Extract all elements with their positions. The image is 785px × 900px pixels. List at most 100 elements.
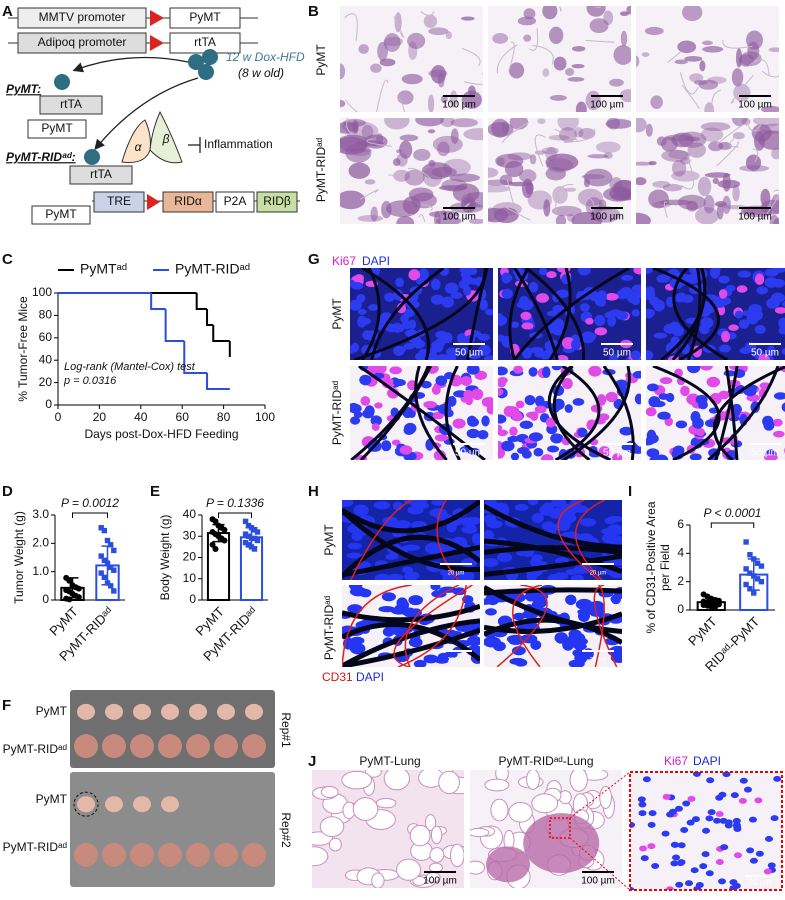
nucleus — [483, 355, 493, 360]
tissue-line — [722, 39, 753, 49]
tissue-blob — [572, 45, 586, 52]
gene-label: P2A — [224, 194, 247, 208]
nucleus — [733, 852, 742, 859]
nucleus — [434, 338, 446, 348]
nucleus — [432, 411, 444, 420]
nucleus — [718, 289, 728, 299]
survival-step — [212, 325, 230, 343]
tissue-blob — [700, 122, 731, 132]
nucleus — [754, 324, 766, 335]
data-point — [101, 574, 108, 581]
nucleus — [346, 552, 363, 559]
tissue-line — [504, 206, 531, 221]
tissue-blob — [393, 169, 411, 182]
tissue-blob — [523, 34, 532, 42]
beta-label: β — [162, 132, 170, 146]
nucleus — [521, 347, 533, 359]
tissue-line — [681, 84, 700, 110]
promoter-box — [17, 7, 147, 29]
tissue-blob — [603, 152, 613, 159]
scale-bar-label: 100 µm — [590, 212, 624, 223]
nucleus — [571, 641, 584, 649]
nucleus — [431, 385, 441, 395]
tissue-blob — [392, 158, 401, 166]
tissue-blob — [644, 26, 664, 36]
protein-box — [39, 95, 103, 115]
nucleus — [577, 610, 590, 622]
nucleus — [642, 776, 651, 783]
micrograph: 20 µm — [484, 500, 622, 580]
data-point — [212, 518, 219, 525]
nucleus — [529, 346, 544, 354]
nucleus — [350, 416, 361, 425]
nucleus — [619, 426, 634, 436]
tissue-line — [748, 59, 770, 77]
micrograph: 50 µm — [498, 366, 641, 460]
data-point — [75, 585, 82, 592]
data-point — [743, 581, 749, 588]
nucleus — [456, 332, 468, 345]
stroma — [353, 268, 487, 360]
nucleus — [646, 268, 653, 274]
p-value: P = 0.1336 — [206, 496, 264, 510]
nucleus — [441, 296, 454, 308]
nucleus — [519, 420, 534, 429]
nucleus — [682, 800, 691, 807]
stroma — [342, 508, 480, 573]
tissue-line — [393, 16, 404, 38]
alveolus — [312, 846, 329, 867]
survival-step — [164, 309, 185, 343]
nucleus — [342, 500, 349, 508]
tissue-blob — [603, 10, 614, 26]
nucleus — [730, 792, 739, 799]
tissue-line — [501, 122, 530, 144]
micrograph: 50 µm — [646, 366, 785, 460]
nucleus — [718, 275, 730, 284]
nucleus — [738, 797, 747, 804]
vessel — [436, 500, 459, 580]
alveolus — [429, 847, 445, 863]
x-tick-label: 20 — [93, 410, 107, 424]
alveolus — [319, 816, 345, 837]
row-label: PyMT-RIDᵃᵈ — [314, 137, 328, 202]
tissue-blob — [491, 118, 510, 138]
nucleus — [647, 843, 656, 850]
tissue-line — [716, 123, 747, 145]
nucleus — [401, 566, 414, 574]
nucleus — [739, 777, 748, 784]
tissue-blob — [350, 148, 370, 157]
micrograph: 100 µm — [340, 6, 483, 112]
tissue-line — [508, 41, 515, 72]
tissue-blob — [548, 26, 564, 44]
tissue-line — [585, 39, 615, 43]
tissue-blob — [488, 207, 509, 223]
nucleus — [594, 314, 606, 327]
tissue-blob — [739, 51, 762, 67]
micrograph: 100 µm — [470, 770, 622, 888]
survival-step — [206, 372, 230, 390]
row-label: PyMT — [322, 524, 336, 556]
alveolus — [409, 824, 431, 847]
stroma — [370, 268, 445, 360]
tissue-blob — [384, 118, 410, 130]
nucleus — [554, 572, 569, 580]
gene-label: RIDβ — [263, 194, 291, 208]
nucleus — [374, 573, 392, 580]
tissue-blob — [379, 58, 396, 67]
nucleus — [590, 404, 603, 413]
stroma — [513, 268, 559, 360]
nucleus — [691, 816, 700, 823]
vessel — [557, 500, 600, 580]
nucleus — [511, 646, 526, 656]
tissue-blob — [450, 118, 479, 128]
tissue-blob — [697, 176, 712, 197]
tissue-blob — [432, 135, 463, 153]
tissue-blob — [399, 134, 419, 142]
nucleus — [706, 777, 715, 784]
panel-letter: I — [628, 483, 632, 500]
nucleus — [389, 366, 402, 375]
tissue-blob — [442, 158, 471, 177]
tissue-blob — [555, 214, 567, 224]
stain-label: Ki67 — [332, 254, 356, 268]
nucleus — [467, 415, 477, 425]
